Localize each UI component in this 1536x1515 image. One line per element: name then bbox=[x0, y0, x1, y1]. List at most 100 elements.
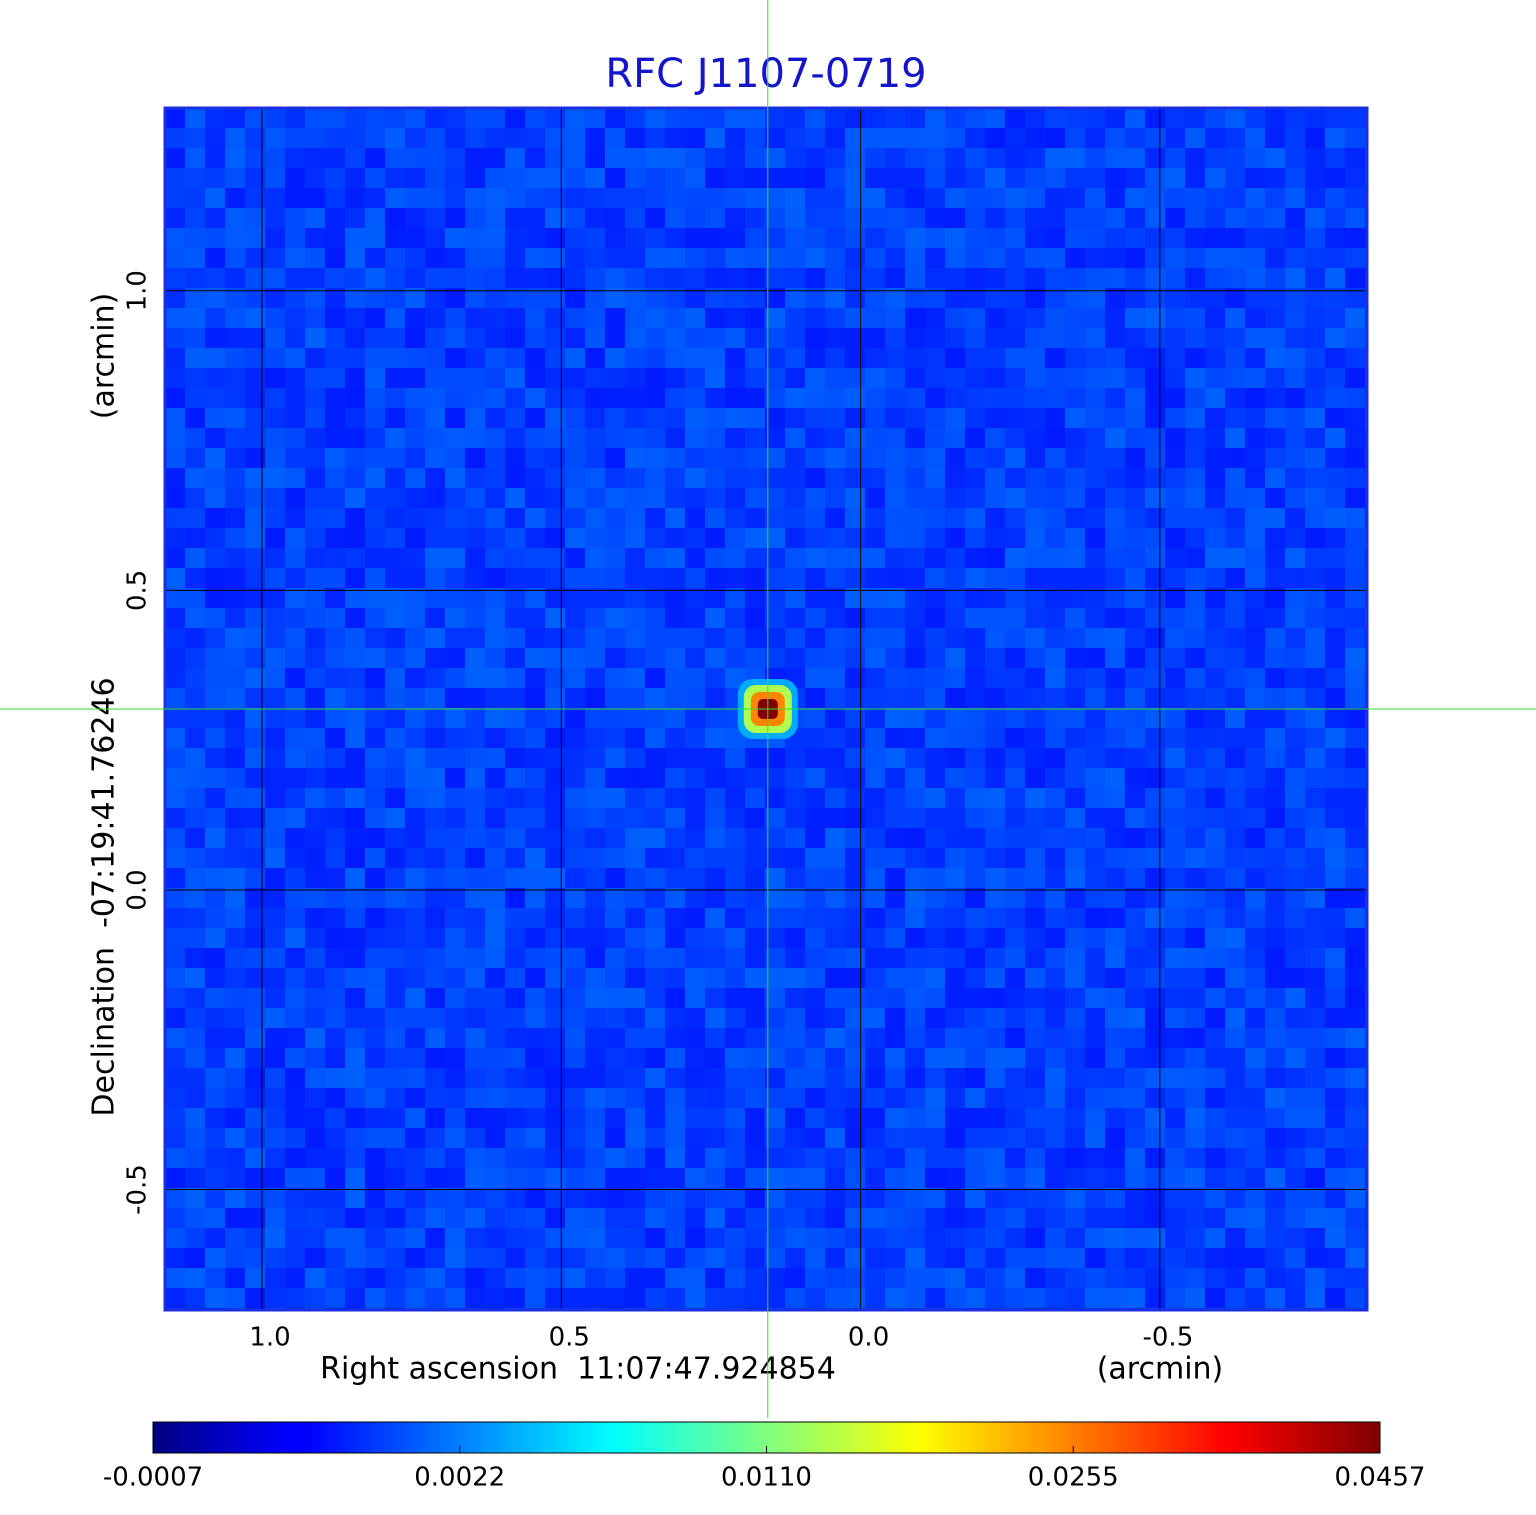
noise-pixel bbox=[565, 1148, 585, 1168]
noise-pixel bbox=[745, 908, 765, 928]
noise-pixel bbox=[325, 968, 345, 988]
noise-pixel bbox=[725, 288, 745, 308]
noise-pixel bbox=[525, 788, 545, 808]
noise-pixel bbox=[1025, 108, 1045, 128]
noise-pixel bbox=[605, 988, 625, 1008]
noise-pixel bbox=[565, 948, 585, 968]
noise-pixel bbox=[905, 348, 925, 368]
noise-pixel bbox=[685, 828, 705, 848]
noise-pixel bbox=[305, 528, 325, 548]
noise-pixel bbox=[345, 968, 365, 988]
noise-pixel bbox=[865, 488, 885, 508]
noise-pixel bbox=[685, 908, 705, 928]
noise-pixel bbox=[1185, 988, 1205, 1008]
noise-pixel bbox=[725, 208, 745, 228]
noise-pixel bbox=[1245, 1268, 1265, 1288]
noise-pixel bbox=[1225, 1108, 1245, 1128]
noise-pixel bbox=[445, 488, 465, 508]
noise-pixel bbox=[845, 908, 865, 928]
noise-pixel bbox=[345, 208, 365, 228]
noise-pixel bbox=[1325, 748, 1345, 768]
noise-pixel bbox=[685, 208, 705, 228]
noise-pixel bbox=[445, 828, 465, 848]
noise-pixel bbox=[725, 1068, 745, 1088]
noise-pixel bbox=[1325, 1028, 1345, 1048]
noise-pixel bbox=[885, 888, 905, 908]
noise-pixel bbox=[1225, 628, 1245, 648]
noise-pixel bbox=[1305, 1228, 1325, 1248]
noise-pixel bbox=[1065, 1228, 1085, 1248]
noise-pixel bbox=[565, 388, 585, 408]
noise-pixel bbox=[525, 308, 545, 328]
noise-pixel bbox=[805, 1028, 825, 1048]
noise-pixel bbox=[185, 948, 205, 968]
noise-pixel bbox=[465, 368, 485, 388]
noise-pixel bbox=[825, 608, 845, 628]
noise-pixel bbox=[1005, 548, 1025, 568]
noise-pixel bbox=[445, 1288, 465, 1308]
noise-pixel bbox=[945, 208, 965, 228]
noise-pixel bbox=[925, 648, 945, 668]
noise-pixel bbox=[1045, 308, 1065, 328]
noise-pixel bbox=[825, 948, 845, 968]
noise-pixel bbox=[1145, 1228, 1165, 1248]
noise-pixel bbox=[545, 968, 565, 988]
noise-pixel bbox=[1045, 108, 1065, 128]
noise-pixel bbox=[205, 108, 225, 128]
noise-pixel bbox=[205, 1248, 225, 1268]
noise-pixel bbox=[825, 348, 845, 368]
noise-pixel bbox=[1045, 808, 1065, 828]
noise-pixel bbox=[545, 668, 565, 688]
noise-pixel bbox=[485, 488, 505, 508]
noise-pixel bbox=[1105, 448, 1125, 468]
noise-pixel bbox=[1105, 668, 1125, 688]
noise-pixel bbox=[385, 1208, 405, 1228]
noise-pixel bbox=[285, 208, 305, 228]
noise-pixel bbox=[585, 1208, 605, 1228]
noise-pixel bbox=[285, 388, 305, 408]
noise-pixel bbox=[1165, 708, 1185, 728]
noise-pixel bbox=[265, 908, 285, 928]
noise-pixel bbox=[685, 148, 705, 168]
noise-pixel bbox=[485, 1268, 505, 1288]
noise-pixel bbox=[905, 288, 925, 308]
noise-pixel bbox=[1205, 148, 1225, 168]
noise-pixel bbox=[985, 468, 1005, 488]
noise-pixel bbox=[605, 448, 625, 468]
noise-pixel bbox=[565, 848, 585, 868]
noise-pixel bbox=[825, 808, 845, 828]
noise-pixel bbox=[925, 408, 945, 428]
noise-pixel bbox=[525, 808, 545, 828]
noise-pixel bbox=[345, 128, 365, 148]
noise-pixel bbox=[1125, 888, 1145, 908]
noise-pixel bbox=[305, 288, 325, 308]
noise-pixel bbox=[505, 468, 525, 488]
noise-pixel bbox=[365, 368, 385, 388]
noise-pixel bbox=[865, 268, 885, 288]
noise-pixel bbox=[445, 1028, 465, 1048]
noise-pixel bbox=[925, 608, 945, 628]
noise-pixel bbox=[1045, 968, 1065, 988]
noise-pixel bbox=[805, 308, 825, 328]
noise-pixel bbox=[565, 588, 585, 608]
noise-pixel bbox=[385, 348, 405, 368]
noise-pixel bbox=[605, 768, 625, 788]
noise-pixel bbox=[1025, 1268, 1045, 1288]
noise-pixel bbox=[905, 908, 925, 928]
noise-pixel bbox=[245, 168, 265, 188]
noise-pixel bbox=[1265, 1128, 1285, 1148]
noise-pixel bbox=[1185, 228, 1205, 248]
noise-pixel bbox=[345, 1288, 365, 1308]
noise-pixel bbox=[625, 548, 645, 568]
noise-pixel bbox=[1145, 868, 1165, 888]
noise-pixel bbox=[525, 388, 545, 408]
noise-pixel bbox=[845, 1228, 865, 1248]
noise-pixel bbox=[1085, 968, 1105, 988]
noise-pixel bbox=[1285, 1248, 1305, 1268]
noise-pixel bbox=[165, 1088, 185, 1108]
noise-pixel bbox=[625, 448, 645, 468]
noise-pixel bbox=[745, 188, 765, 208]
noise-pixel bbox=[525, 428, 545, 448]
noise-pixel bbox=[1045, 948, 1065, 968]
noise-pixel bbox=[745, 308, 765, 328]
